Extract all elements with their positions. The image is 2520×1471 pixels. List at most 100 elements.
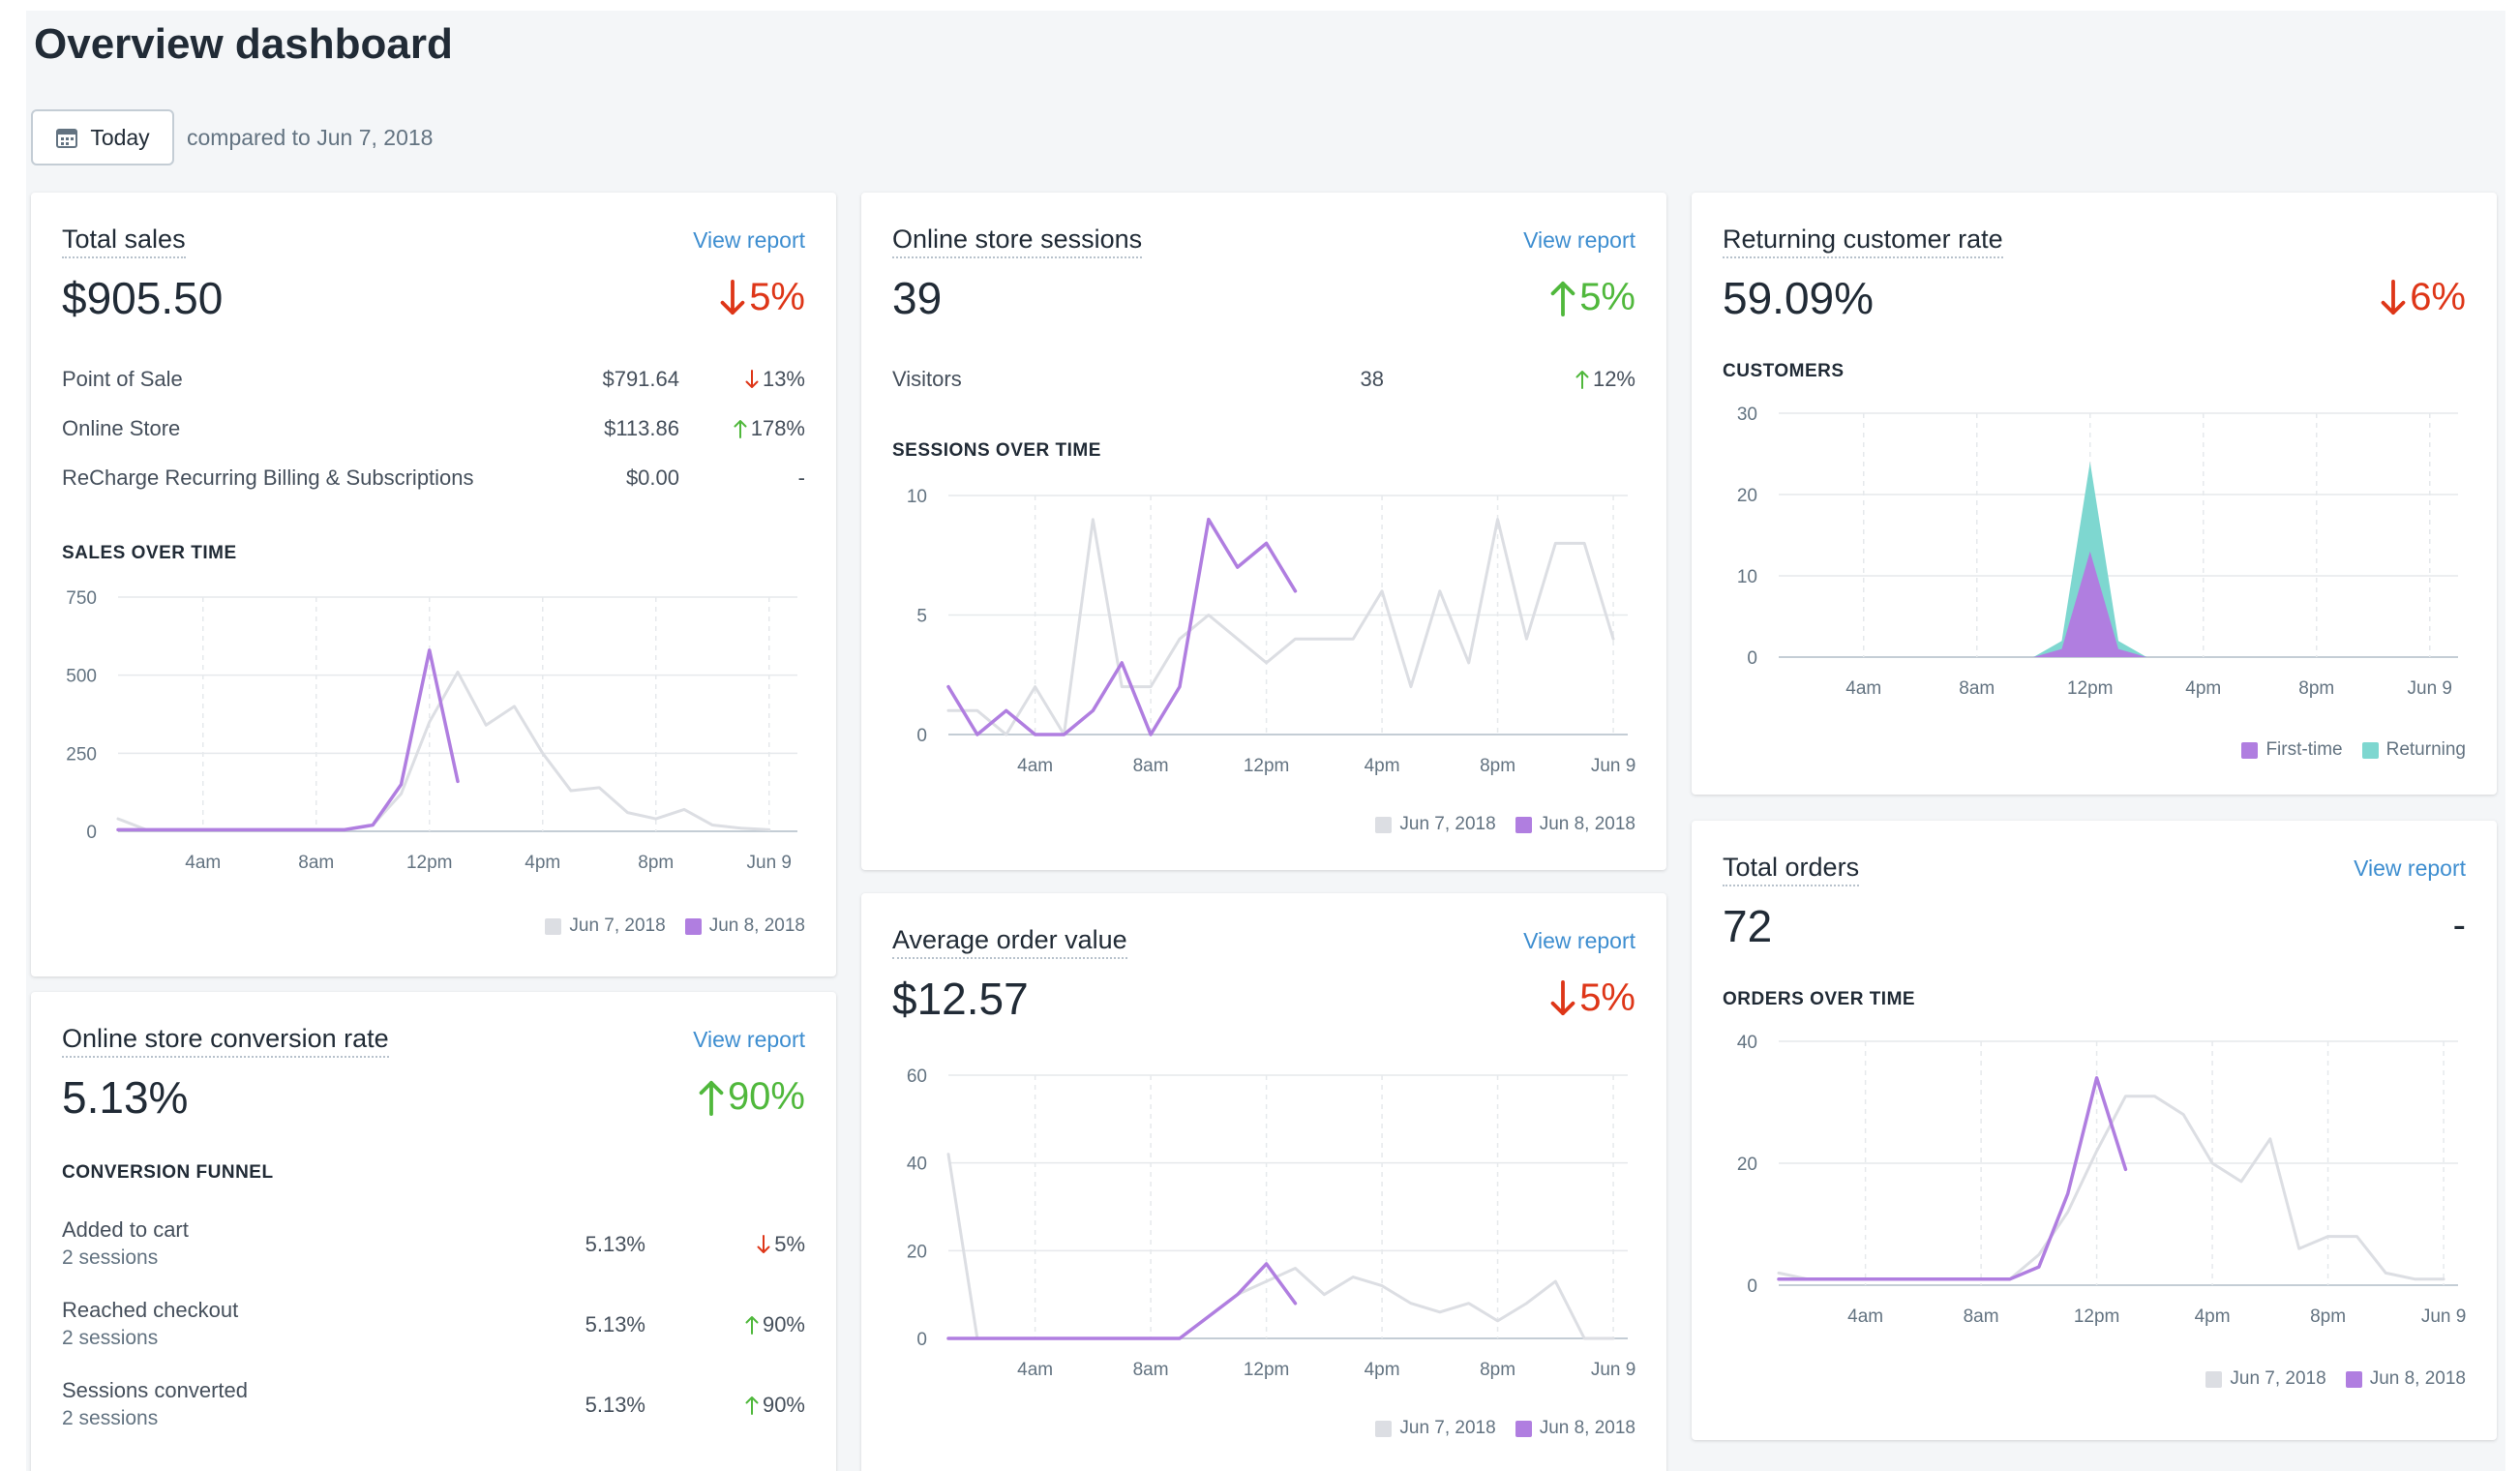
legend-item: Jun 7, 2018 <box>1375 814 1496 835</box>
arrow-up-icon <box>745 1396 759 1415</box>
y-tick-label: 20 <box>907 1242 927 1262</box>
row-value: $0.00 <box>625 465 679 490</box>
card-title: Returning customer rate <box>1723 224 2003 258</box>
metric-row: Visitors 38 12% <box>892 367 1635 396</box>
series-line <box>946 1153 1615 1340</box>
legend-label: Jun 7, 2018 <box>1399 1418 1496 1438</box>
series-line <box>946 518 1615 736</box>
metric-row: ReCharge Recurring Billing & Subscriptio… <box>62 465 805 495</box>
legend-swatch <box>1375 816 1393 833</box>
section-label: SESSIONS OVER TIME <box>892 440 1101 461</box>
x-tick-label: 8pm <box>2310 1306 2346 1327</box>
total-orders-card: Total orders View report 72 - ORDERS OVE… <box>1692 821 2497 1440</box>
x-tick-label: 8am <box>298 853 334 873</box>
legend-swatch <box>1515 816 1532 833</box>
online-store-sessions-card: Online store sessions View report 39 5% … <box>861 193 1666 870</box>
row-sublabel: 2 sessions <box>62 1327 159 1349</box>
legend-item: Jun 7, 2018 <box>2205 1368 2326 1390</box>
row-change-value: 178% <box>750 416 805 440</box>
y-tick-label: 30 <box>1737 405 1757 425</box>
conversion-rate-value: 5.13% <box>62 1072 189 1123</box>
x-tick-label: Jun 9 <box>747 853 792 873</box>
arrow-up-icon <box>699 1080 724 1116</box>
date-range-button[interactable]: Today <box>31 109 174 165</box>
legend-label: Jun 8, 2018 <box>2369 1368 2466 1389</box>
arrow-down-icon <box>2381 279 2406 315</box>
arrow-up-icon <box>745 1316 759 1335</box>
change-value: 5% <box>749 276 805 318</box>
chart-legend: Jun 7, 2018 Jun 8, 2018 <box>1375 814 1635 835</box>
row-change: 5% <box>757 1232 805 1257</box>
row-value: $113.86 <box>604 416 679 440</box>
row-value: 5.13% <box>585 1312 645 1336</box>
page-title: Overview dashboard <box>34 20 453 68</box>
view-report-link[interactable]: View report <box>693 1027 805 1052</box>
legend-label: Jun 7, 2018 <box>2230 1368 2326 1389</box>
row-value: $791.64 <box>602 367 679 391</box>
legend-label: Jun 7, 2018 <box>569 916 666 936</box>
returning-rate-change: 6% <box>2379 276 2466 319</box>
row-label: Reached checkout <box>62 1298 239 1322</box>
card-title: Online store sessions <box>892 224 1143 258</box>
x-tick-label: 8pm <box>1480 756 1515 776</box>
series-line <box>116 648 460 832</box>
view-report-link[interactable]: View report <box>1523 227 1635 253</box>
metric-row: Reached checkout 2 sessions 5.13% 90% <box>62 1298 805 1349</box>
x-tick-label: Jun 9 <box>2421 1306 2466 1327</box>
conversion-rate-change: 90% <box>697 1075 805 1119</box>
x-tick-label: 8am <box>1133 1360 1169 1380</box>
row-change: 12% <box>1575 367 1635 392</box>
x-tick-label: 4am <box>185 853 221 873</box>
sessions-change: 5% <box>1548 276 1635 319</box>
row-label: ReCharge Recurring Billing & Subscriptio… <box>62 465 474 490</box>
view-report-link[interactable]: View report <box>2354 856 2466 881</box>
legend-item: Jun 8, 2018 <box>2345 1368 2466 1390</box>
aov-change: 5% <box>1548 976 1635 1020</box>
row-change: 90% <box>745 1312 805 1337</box>
arrow-up-icon <box>1575 371 1589 389</box>
legend-label: Jun 8, 2018 <box>708 916 805 936</box>
x-tick-label: 12pm <box>1244 1360 1290 1380</box>
series-line <box>116 670 771 831</box>
x-tick-label: 4am <box>1847 1306 1883 1327</box>
y-tick-label: 20 <box>1737 486 1757 506</box>
area-returning <box>1779 462 2458 657</box>
card-title: Total sales <box>62 224 186 258</box>
conversion-rate-card: Online store conversion rate View report… <box>31 992 836 1471</box>
view-report-link[interactable]: View report <box>1523 928 1635 953</box>
row-change: 178% <box>734 416 805 441</box>
y-tick-label: 5 <box>916 607 927 627</box>
series-line <box>946 517 1298 736</box>
chart-legend: Jun 7, 2018 Jun 8, 2018 <box>545 916 805 937</box>
row-change-value: 90% <box>762 1393 805 1417</box>
x-tick-label: 12pm <box>406 853 453 873</box>
legend-label: First-time <box>2265 739 2343 760</box>
row-label: Online Store <box>62 416 181 440</box>
x-tick-label: 8pm <box>638 853 674 873</box>
row-value: 5.13% <box>585 1232 645 1256</box>
orders-over-time-chart: 0 20 40 4am 8am 12pm 4pm 8pm Jun 9 <box>1737 1033 2466 1327</box>
arrow-down-icon <box>745 370 759 388</box>
section-label: ORDERS OVER TIME <box>1723 989 1916 1009</box>
legend-label: Jun 8, 2018 <box>1539 1418 1635 1438</box>
change-value: 90% <box>727 1075 805 1118</box>
x-tick-label: 4pm <box>525 853 560 873</box>
legend-swatch <box>1515 1420 1532 1437</box>
change-value: 5% <box>1579 976 1635 1019</box>
y-tick-label: 10 <box>907 487 927 507</box>
sales-over-time-chart: 0 250 500 750 4am 8am 12pm 4pm 8pm Jun 9 <box>66 588 797 873</box>
y-tick-label: 0 <box>1747 1276 1757 1297</box>
row-sublabel: 2 sessions <box>62 1407 159 1429</box>
row-value: 38 <box>1360 367 1384 391</box>
metric-row: Point of Sale $791.64 13% <box>62 367 805 396</box>
arrow-down-icon <box>720 279 745 315</box>
y-tick-label: 0 <box>1747 648 1757 669</box>
card-title: Average order value <box>892 924 1127 959</box>
arrow-up-icon <box>734 420 747 438</box>
legend-swatch <box>684 917 702 935</box>
change-value: - <box>2452 904 2466 946</box>
chart-legend: Jun 7, 2018 Jun 8, 2018 <box>2205 1368 2466 1390</box>
change-value: 6% <box>2410 276 2466 318</box>
sessions-over-time-chart: 0 5 10 4am 8am 12pm 4pm 8pm Jun 9 <box>907 487 1635 776</box>
view-report-link[interactable]: View report <box>693 227 805 253</box>
